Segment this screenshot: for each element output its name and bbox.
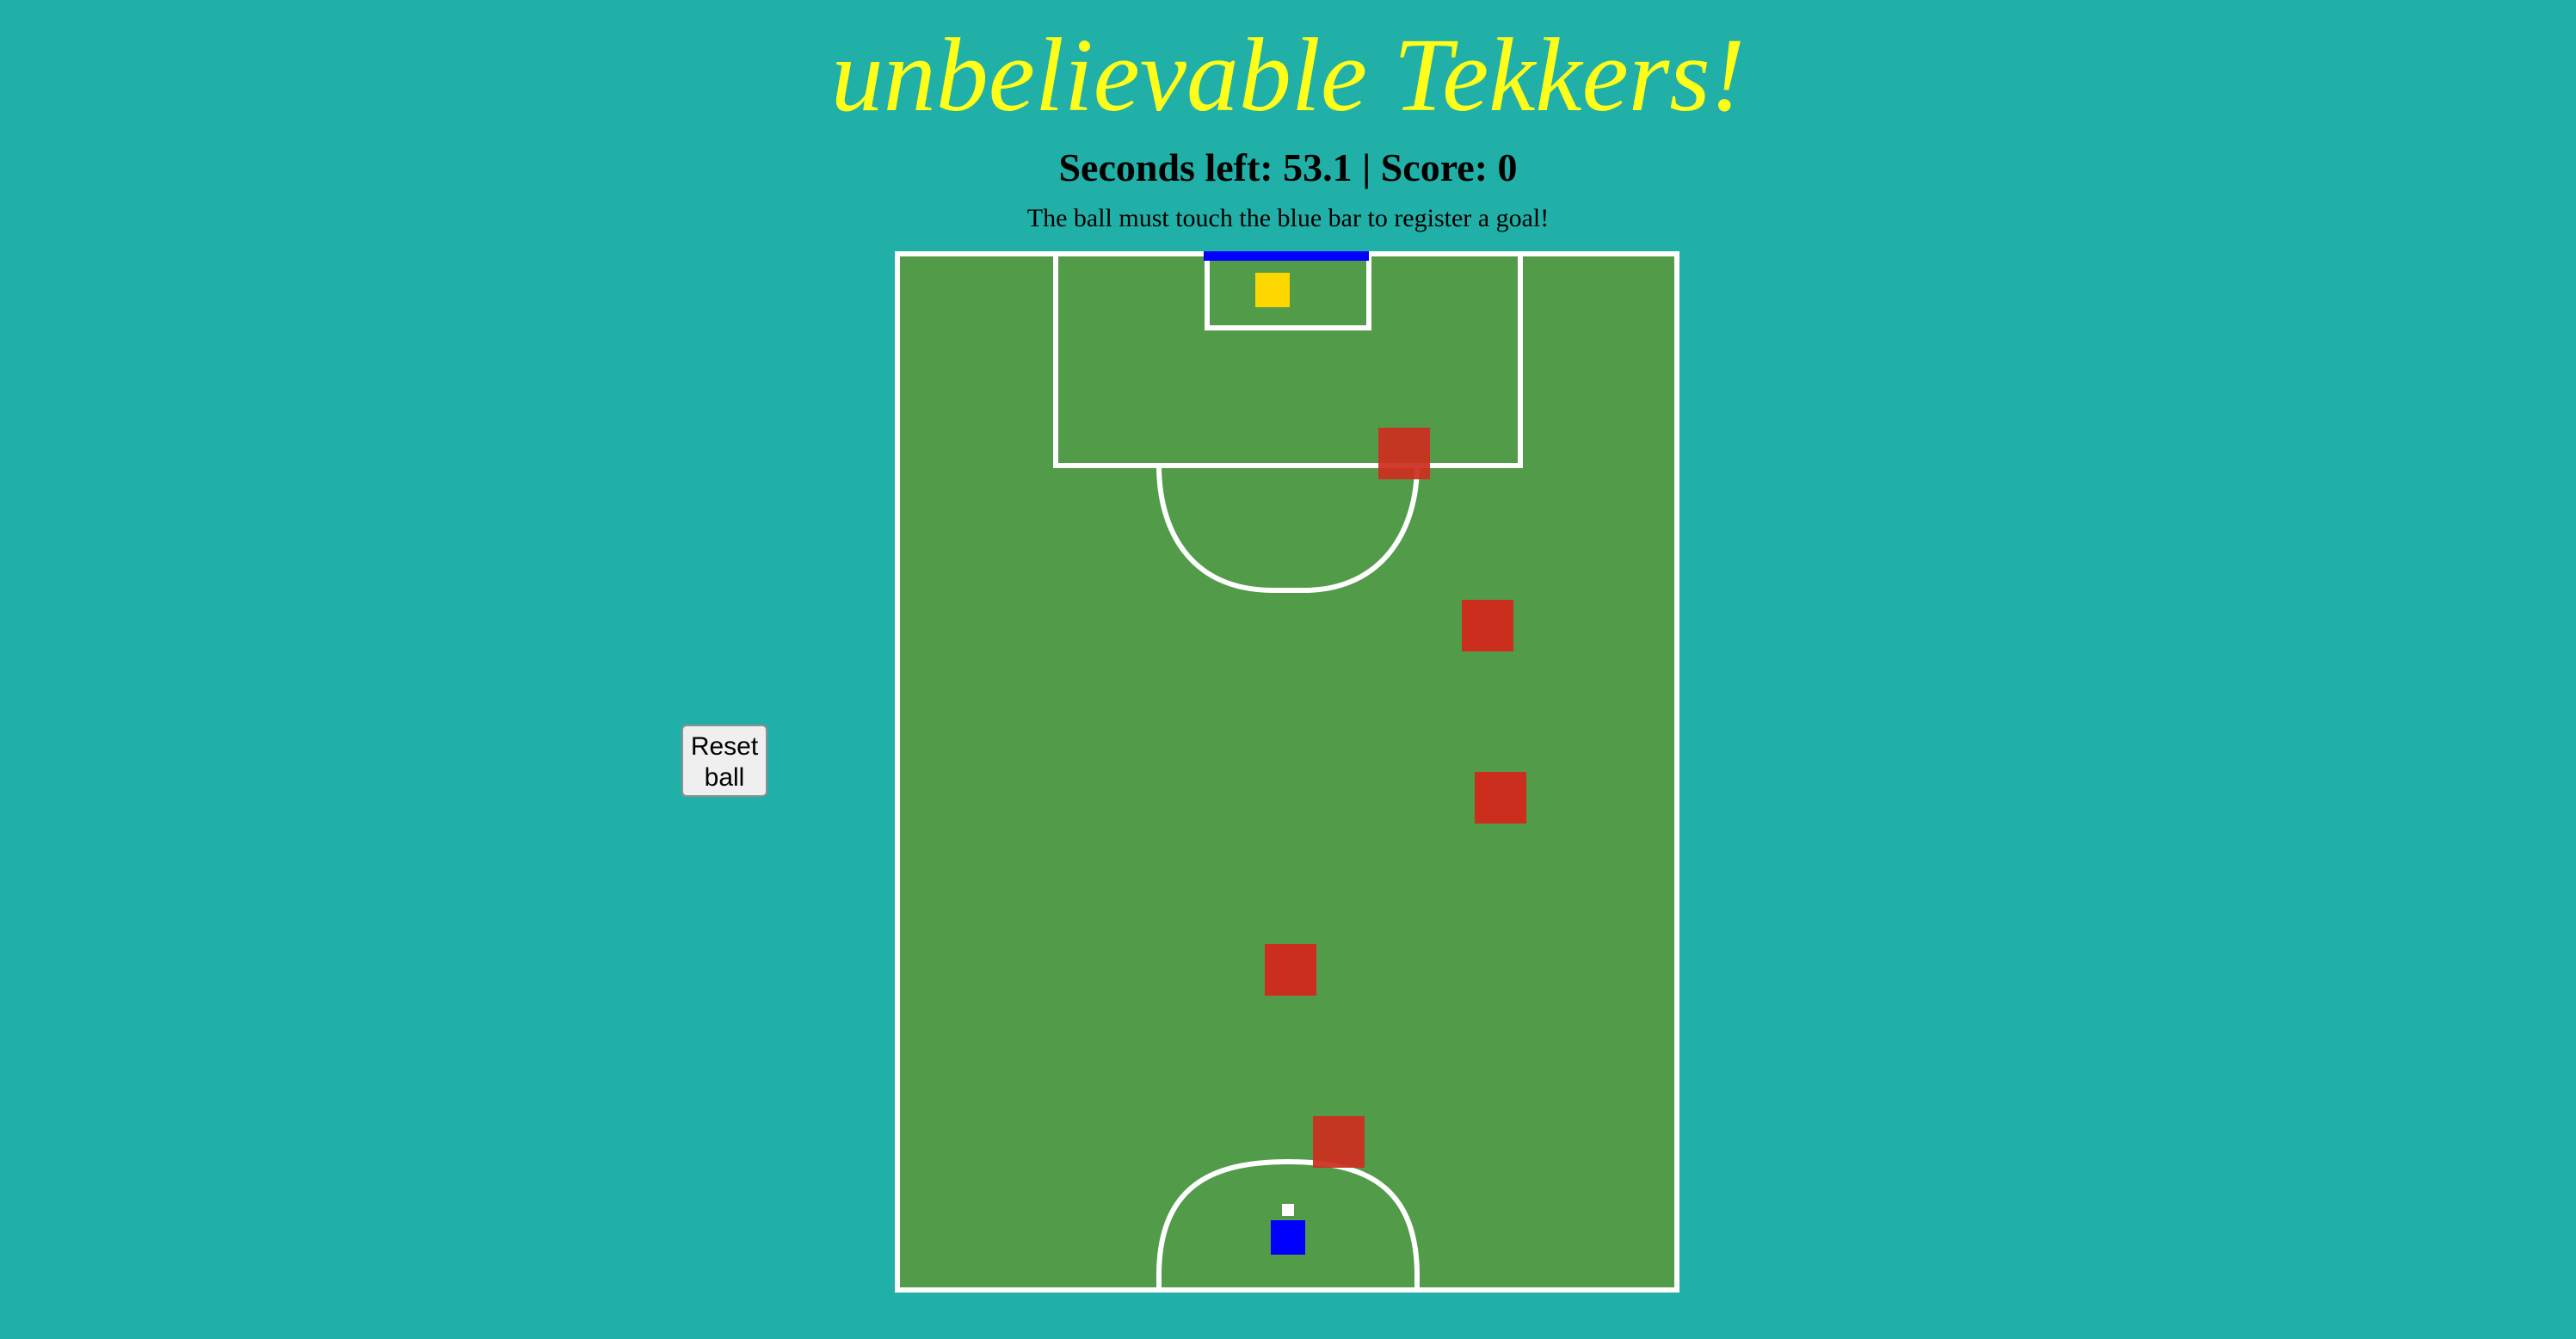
reset-ball-button[interactable]: Reset ball (681, 725, 767, 797)
pitch[interactable] (895, 251, 1679, 1293)
penalty-arc (1156, 465, 1420, 593)
center-circle (1156, 1158, 1420, 1290)
goal-bar (1204, 251, 1369, 261)
defender (1313, 1116, 1365, 1168)
instruction-text: The ball must touch the blue bar to regi… (1026, 204, 1550, 232)
status-line: Seconds left: 53.1 | Score: 0 (1058, 145, 1518, 189)
player[interactable] (1271, 1220, 1305, 1255)
defender (1378, 428, 1430, 479)
defender (1475, 772, 1526, 824)
pitch-field (895, 251, 1679, 1293)
goalkeeper (1255, 273, 1290, 307)
defender (1462, 600, 1513, 651)
ball (1282, 1204, 1294, 1216)
defender (1265, 944, 1316, 996)
game-title: unbelievable Tekkers! (830, 17, 1746, 133)
